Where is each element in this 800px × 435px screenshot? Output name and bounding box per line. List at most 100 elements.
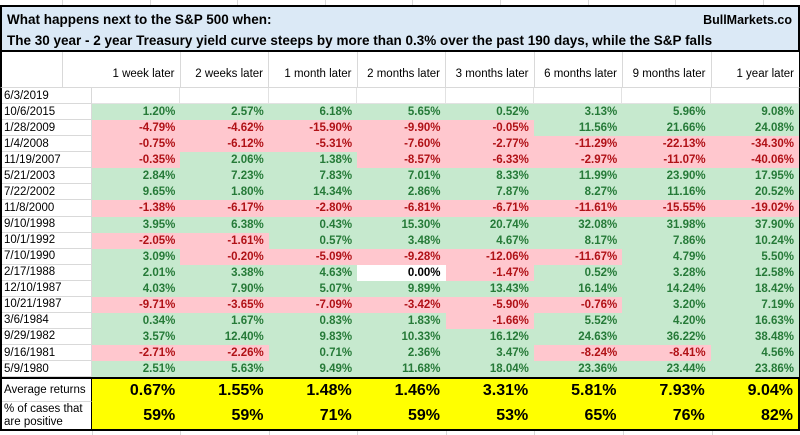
return-cell: -0.35% <box>92 152 181 169</box>
table-row: 9/16/1981 -2.71% -2.26% 0.71% 2.36% 3.47% -8.2… <box>2 345 799 362</box>
return-cell: 13.43% <box>445 280 534 297</box>
return-cell: 8.17% <box>533 232 623 249</box>
return-cell: -4.79% <box>92 120 181 137</box>
return-cell: -1.38% <box>92 200 181 217</box>
return-cell: 36.22% <box>622 328 711 345</box>
return-cell: -9.90% <box>357 120 446 137</box>
return-cell: -11.61% <box>533 200 623 217</box>
table-row: 5/21/2003 2.84% 7.23% 7.83% 7.01% 8.33% 11.99%… <box>2 168 799 185</box>
return-cell: 0.34% <box>92 312 181 329</box>
return-cell: 4.56% <box>710 345 799 362</box>
return-cell: 11.16% <box>622 184 711 201</box>
return-cell: 2.86% <box>357 184 446 201</box>
return-cell: 2.84% <box>92 168 181 185</box>
return-cell: 1.38% <box>268 152 358 169</box>
row-date: 1/28/2009 <box>2 120 92 137</box>
return-cell: -6.33% <box>445 152 534 169</box>
return-cell: 9.89% <box>357 280 446 297</box>
return-cell <box>710 88 799 105</box>
return-cell <box>445 88 534 105</box>
percent-positive-cell: 59% <box>231 407 264 424</box>
return-cell: -11.07% <box>622 152 711 169</box>
return-cell: -2.26% <box>180 345 269 362</box>
return-cell: 11.68% <box>357 361 446 378</box>
return-cell: -5.09% <box>268 248 358 265</box>
return-cell: -7.09% <box>268 296 358 313</box>
return-cell: -7.60% <box>357 136 446 153</box>
return-cell: 3.48% <box>357 232 446 249</box>
return-cell: 11.56% <box>533 120 623 137</box>
return-cell: 18.42% <box>710 280 799 297</box>
return-cell: -0.75% <box>92 136 181 153</box>
return-cell: 7.19% <box>710 296 799 313</box>
header-row: 1 week later 2 weeks later 1 month later 2 … <box>0 52 800 88</box>
return-cell: 24.63% <box>533 328 623 345</box>
table-row: 6/3/2019 <box>2 88 799 105</box>
return-cell: 3.38% <box>180 264 269 281</box>
return-cell: 0.52% <box>533 264 623 281</box>
return-cell: 0.57% <box>268 232 358 249</box>
return-cell <box>268 88 358 105</box>
return-cell: 23.36% <box>533 361 623 378</box>
return-cell: -15.90% <box>268 120 358 137</box>
percent-positive-cell: 76% <box>672 407 705 424</box>
percent-positive-cell: 59% <box>407 407 440 424</box>
percent-positive-cell: 59% <box>143 407 176 424</box>
percent-positive-row: % of cases that are positive 59% 59% 71% 59… <box>2 402 798 429</box>
table-row: 9/29/1982 3.57% 12.40% 9.83% 10.33% 16.12% 24.… <box>2 328 799 345</box>
return-cell: -40.06% <box>710 152 799 169</box>
table-row: 11/8/2000 -1.38% -6.17% -2.80% -6.81% -6.71% -… <box>2 200 799 217</box>
return-cell: 20.52% <box>710 184 799 201</box>
return-cell: -3.65% <box>180 296 269 313</box>
return-cell: -2.05% <box>92 232 181 249</box>
return-cell: -2.80% <box>268 200 358 217</box>
return-cell <box>357 88 446 105</box>
column-header: 1 week later <box>112 68 175 80</box>
row-date: 7/10/1990 <box>2 248 92 265</box>
row-date: 6/3/2019 <box>2 88 92 105</box>
return-cell: -15.55% <box>622 200 711 217</box>
summary-footer: Average returns 0.67% 1.55% 1.48% 1.46% 3.31… <box>0 377 800 431</box>
return-cell: -5.31% <box>268 136 358 153</box>
row-date: 9/29/1982 <box>2 328 92 345</box>
return-cell: 1.80% <box>180 184 269 201</box>
table-row: 9/10/1998 3.95% 6.38% 0.43% 15.30% 20.74% 32.0… <box>2 216 799 233</box>
return-cell: 38.48% <box>710 328 799 345</box>
return-cell: 1.83% <box>357 312 446 329</box>
average-return-cell: 9.04% <box>747 381 793 399</box>
return-cell: 16.63% <box>710 312 799 329</box>
return-cell: -6.12% <box>180 136 269 153</box>
return-cell: 12.40% <box>180 328 269 345</box>
return-cell: 2.57% <box>180 104 269 121</box>
return-cell <box>533 88 623 105</box>
data-rows: 6/3/2019 10/6/2015 1.20% 2.57% 6.18% 5.65% 0.5… <box>0 88 800 378</box>
average-return-cell: 5.81% <box>571 381 617 399</box>
return-cell: -9.71% <box>92 296 181 313</box>
row-date: 2/17/1988 <box>2 264 92 281</box>
return-cell: 8.33% <box>445 168 534 185</box>
return-cell: -8.41% <box>622 345 711 362</box>
return-cell: 18.04% <box>445 361 534 378</box>
return-cell: 3.57% <box>92 328 181 345</box>
return-cell: -6.81% <box>357 200 446 217</box>
return-cell: 7.23% <box>180 168 269 185</box>
return-cell: 14.34% <box>268 184 358 201</box>
page-title: What happens next to the S&P 500 when: <box>7 12 272 27</box>
return-cell: 7.01% <box>357 168 446 185</box>
return-cell: 16.12% <box>445 328 534 345</box>
return-cell: 1.20% <box>92 104 181 121</box>
header-spacer <box>2 52 92 88</box>
return-cell: 23.44% <box>622 361 711 378</box>
column-header: 2 weeks later <box>179 52 269 87</box>
return-cell: 8.27% <box>533 184 623 201</box>
return-cell: 24.08% <box>710 120 799 137</box>
return-cell: -11.67% <box>533 248 623 265</box>
return-cell: -11.29% <box>533 136 623 153</box>
return-cell: -12.06% <box>445 248 534 265</box>
average-return-cell: 1.48% <box>306 381 352 399</box>
row-date: 11/8/2000 <box>2 200 92 217</box>
return-cell: 5.50% <box>710 248 799 265</box>
return-cell: -2.77% <box>445 136 534 153</box>
return-cell: 9.08% <box>710 104 799 121</box>
return-cell: -6.17% <box>180 200 269 217</box>
